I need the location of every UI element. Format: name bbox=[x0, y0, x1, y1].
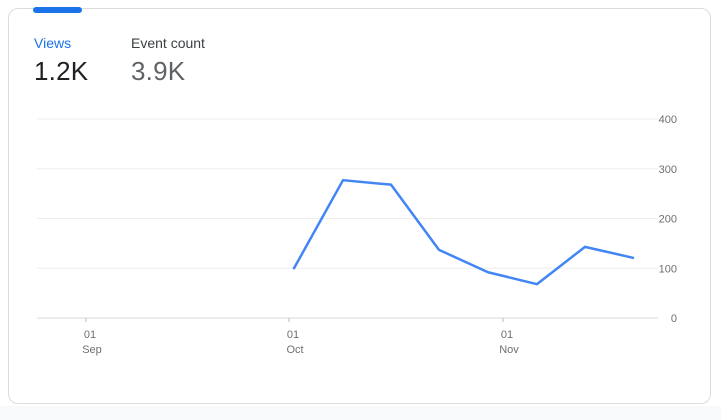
metric-event-count-label: Event count bbox=[131, 35, 205, 51]
metric-event-count-value: 3.9K bbox=[131, 56, 186, 86]
y-axis-tick-label: 300 bbox=[659, 164, 677, 176]
x-axis-tick-label-month: Nov bbox=[499, 344, 519, 356]
y-axis-tick-label: 100 bbox=[659, 263, 677, 275]
x-axis-tick-label-day: 01 bbox=[501, 329, 513, 341]
y-axis-tick-label: 200 bbox=[659, 214, 677, 226]
views-line-chart[interactable]: 0 100 200 300 400 01 Sep 01 Oct 01 Nov bbox=[9, 9, 712, 405]
x-axis-tick-label-month: Oct bbox=[286, 344, 303, 356]
y-axis-tick-label: 400 bbox=[659, 114, 677, 126]
x-axis-tick-label-month: Sep bbox=[82, 344, 102, 356]
series-line-views[interactable] bbox=[292, 178, 635, 286]
metric-views-value: 1.2K bbox=[34, 56, 89, 86]
metric-event-count[interactable]: Event count 3.9K bbox=[131, 34, 205, 86]
chart-card: Views 1.2K Event count 3.9K 0 100 200 300 40… bbox=[8, 8, 711, 404]
y-axis-tick-label: 0 bbox=[671, 313, 677, 325]
x-axis-tick-label-day: 01 bbox=[84, 329, 96, 341]
x-axis-tick-label-day: 01 bbox=[287, 329, 299, 341]
metric-views[interactable]: Views 1.2K bbox=[34, 34, 88, 86]
metric-views-label: Views bbox=[34, 35, 72, 51]
active-tab-indicator bbox=[33, 7, 82, 13]
page-background-strip bbox=[0, 406, 721, 420]
